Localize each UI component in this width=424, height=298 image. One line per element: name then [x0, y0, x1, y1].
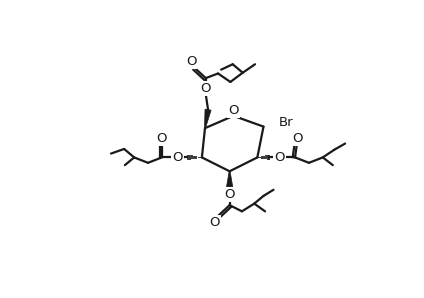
Text: O: O [186, 55, 196, 69]
Text: O: O [201, 82, 211, 95]
Text: O: O [210, 216, 220, 229]
Text: O: O [156, 132, 167, 145]
Text: O: O [172, 151, 182, 164]
Text: Br: Br [279, 116, 293, 128]
Polygon shape [204, 109, 211, 128]
Text: O: O [274, 151, 285, 164]
Text: O: O [292, 132, 303, 145]
Text: O: O [228, 104, 239, 117]
Text: O: O [224, 188, 235, 201]
Polygon shape [226, 171, 233, 187]
